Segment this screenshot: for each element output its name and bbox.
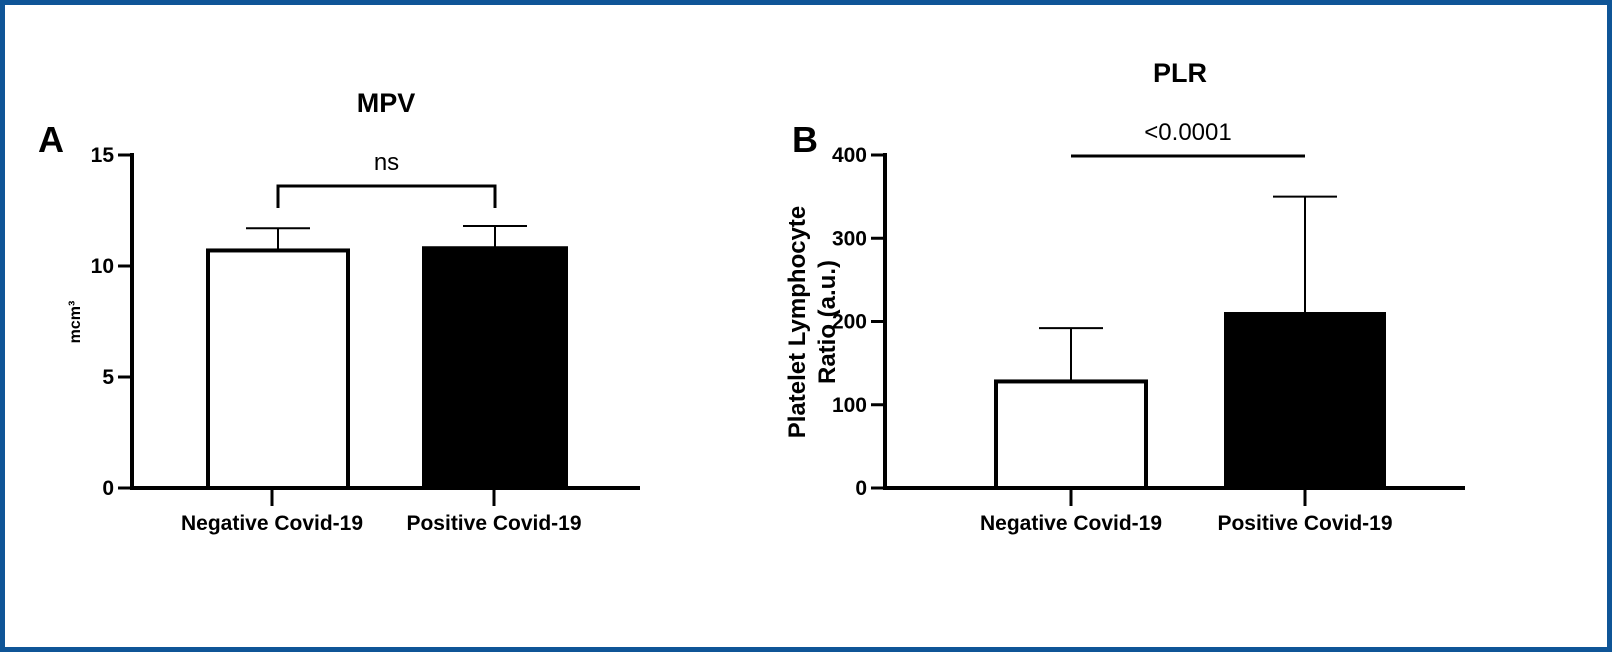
x-tick-label: Negative Covid-19: [980, 512, 1162, 535]
x-tick-label: Positive Covid-19: [406, 512, 581, 535]
chart-title: PLR: [1153, 58, 1207, 88]
chart-panel-a: A MPV mcm³ 0 5 10 15 Negative Covid-19 Positive …: [38, 88, 640, 535]
y-axis-label: Platelet Lymphocyte Ratio (a.u.): [784, 206, 841, 439]
y-tick-label: 10: [91, 255, 114, 278]
y-tick-label: 5: [102, 366, 114, 389]
y-tick-label: 100: [832, 394, 867, 417]
y-tick-label: 15: [91, 144, 115, 167]
panel-letter: A: [38, 119, 64, 160]
y-tick-label: 400: [832, 144, 867, 167]
bar-positive-covid-19: [422, 246, 568, 490]
x-tick-label: Positive Covid-19: [1217, 512, 1392, 535]
y-axis-label-line: Platelet Lymphocyte: [784, 206, 811, 439]
y-tick-label: 0: [855, 477, 867, 500]
chart-panel-b: B PLR Platelet Lymphocyte Ratio (a.u.) 0 100 2…: [784, 58, 1465, 535]
significance-label: <0.0001: [1144, 119, 1231, 146]
y-axis-label-line: mcm³: [67, 301, 84, 344]
x-tick-label: Negative Covid-19: [181, 512, 363, 535]
y-tick-label: 300: [832, 227, 867, 250]
significance-label: ns: [374, 149, 399, 176]
y-axis-label-line: Ratio (a.u.): [814, 260, 841, 384]
y-axis-label: mcm³: [67, 301, 84, 344]
significance-bracket: [276, 184, 497, 208]
y-tick-label: 200: [832, 311, 867, 334]
bar-negative-covid-19: [206, 248, 350, 490]
chart-title: MPV: [357, 88, 416, 118]
bar-positive-covid-19: [1224, 312, 1386, 490]
panel-letter: B: [792, 119, 818, 160]
y-tick-label: 0: [102, 477, 114, 500]
bar-negative-covid-19: [994, 379, 1148, 490]
